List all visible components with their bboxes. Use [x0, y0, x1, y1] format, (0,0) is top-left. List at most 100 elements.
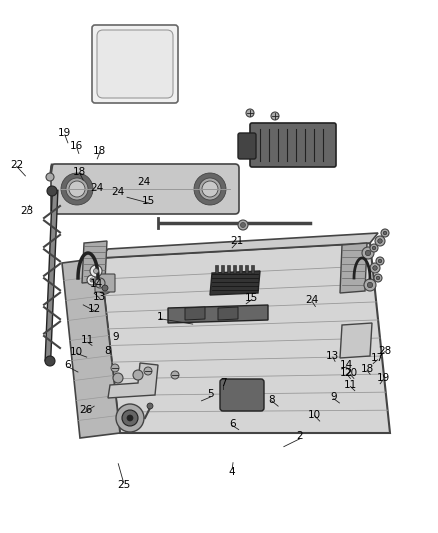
Text: 17: 17 [371, 353, 384, 363]
Polygon shape [82, 241, 107, 283]
Polygon shape [100, 233, 378, 258]
Polygon shape [108, 363, 158, 398]
Circle shape [370, 244, 378, 252]
Text: 8: 8 [104, 346, 111, 356]
Text: 28: 28 [378, 346, 391, 356]
Circle shape [383, 231, 387, 235]
Circle shape [127, 415, 133, 421]
Text: 11: 11 [81, 335, 94, 345]
Text: 19: 19 [58, 128, 71, 138]
Text: 12: 12 [88, 304, 101, 314]
Circle shape [365, 251, 371, 256]
Text: 18: 18 [93, 146, 106, 156]
Text: 25: 25 [117, 480, 130, 490]
Circle shape [66, 178, 88, 200]
Text: 13: 13 [93, 292, 106, 302]
Text: 24: 24 [111, 187, 124, 197]
Polygon shape [62, 258, 120, 438]
Text: 15: 15 [245, 294, 258, 303]
FancyBboxPatch shape [95, 274, 115, 292]
Circle shape [47, 186, 57, 196]
Text: 23: 23 [21, 206, 34, 215]
Circle shape [362, 247, 374, 259]
Circle shape [116, 404, 144, 432]
Circle shape [87, 275, 97, 285]
Circle shape [147, 403, 153, 409]
FancyBboxPatch shape [250, 123, 336, 167]
Circle shape [372, 246, 376, 250]
Circle shape [113, 373, 123, 383]
Circle shape [202, 181, 218, 197]
FancyBboxPatch shape [97, 30, 173, 98]
Circle shape [90, 278, 94, 282]
Circle shape [378, 259, 382, 263]
Text: 12: 12 [340, 368, 353, 378]
Polygon shape [340, 243, 367, 293]
FancyBboxPatch shape [220, 379, 264, 411]
Text: 21: 21 [230, 237, 243, 246]
Circle shape [111, 364, 119, 372]
Text: 24: 24 [305, 295, 318, 304]
Text: 26: 26 [79, 406, 92, 415]
Circle shape [90, 265, 102, 277]
Text: 9: 9 [330, 392, 337, 402]
Text: 18: 18 [73, 167, 86, 176]
Circle shape [171, 371, 179, 379]
Circle shape [122, 410, 138, 426]
Circle shape [271, 112, 279, 120]
Circle shape [240, 222, 246, 228]
FancyBboxPatch shape [92, 25, 178, 103]
Text: 14: 14 [90, 279, 103, 288]
Circle shape [93, 269, 99, 273]
Polygon shape [100, 243, 390, 433]
Circle shape [194, 173, 226, 205]
Text: 19: 19 [377, 374, 390, 383]
Circle shape [246, 109, 254, 117]
Polygon shape [245, 265, 248, 273]
Polygon shape [239, 265, 242, 273]
Text: 4: 4 [229, 467, 236, 477]
Polygon shape [251, 265, 254, 273]
Text: 8: 8 [268, 395, 275, 405]
Text: 24: 24 [91, 183, 104, 192]
Text: 7: 7 [220, 378, 227, 387]
Text: 5: 5 [207, 390, 214, 399]
Text: 13: 13 [326, 351, 339, 361]
Text: 10: 10 [308, 410, 321, 419]
Circle shape [199, 178, 221, 200]
Circle shape [69, 181, 85, 197]
Text: 18: 18 [360, 364, 374, 374]
Polygon shape [185, 307, 205, 320]
Circle shape [238, 220, 248, 230]
Circle shape [367, 282, 373, 288]
Circle shape [373, 266, 377, 270]
Circle shape [374, 274, 382, 282]
Polygon shape [227, 265, 230, 273]
Circle shape [133, 370, 143, 380]
Polygon shape [168, 305, 268, 323]
Polygon shape [340, 323, 372, 358]
Text: 1: 1 [156, 312, 163, 322]
Polygon shape [215, 265, 218, 273]
Text: 10: 10 [70, 347, 83, 357]
Circle shape [102, 285, 108, 291]
Polygon shape [221, 265, 224, 273]
Circle shape [378, 239, 382, 243]
Text: 15: 15 [142, 197, 155, 206]
Text: 2: 2 [297, 431, 304, 441]
Circle shape [46, 173, 54, 181]
Text: 16: 16 [70, 141, 83, 151]
Circle shape [95, 278, 105, 288]
Polygon shape [210, 271, 260, 295]
Circle shape [370, 263, 380, 273]
Text: 6: 6 [64, 360, 71, 370]
FancyBboxPatch shape [51, 164, 239, 214]
Circle shape [144, 367, 152, 375]
Circle shape [376, 257, 384, 265]
Polygon shape [218, 307, 238, 320]
Circle shape [45, 356, 55, 366]
Circle shape [364, 279, 376, 291]
Polygon shape [233, 265, 236, 273]
Text: 9: 9 [113, 332, 120, 342]
Text: 14: 14 [339, 360, 353, 370]
